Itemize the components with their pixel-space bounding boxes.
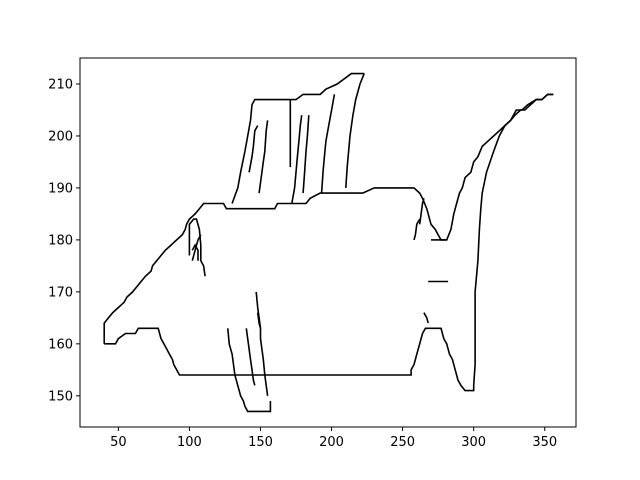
- series-line-19: [420, 198, 424, 224]
- series-line-16: [256, 292, 267, 396]
- series-line-9: [290, 74, 364, 100]
- y-tick-label-0: 150: [48, 389, 73, 404]
- series-line-15: [246, 328, 255, 385]
- series-layer: [104, 74, 553, 412]
- x-tick-label-6: 350: [532, 435, 557, 450]
- series-line-6: [249, 126, 258, 173]
- series-line-22: [424, 313, 428, 323]
- series-line-18: [414, 219, 420, 240]
- series-line-5: [232, 100, 290, 204]
- y-tick-label-5: 200: [48, 129, 73, 144]
- x-tick-label-1: 100: [177, 435, 202, 450]
- series-line-0: [104, 94, 553, 343]
- x-tick-label-2: 150: [248, 435, 273, 450]
- x-tick-label-0: 50: [110, 435, 127, 450]
- x-tick-label-5: 300: [461, 435, 486, 450]
- axes-layer: 50 100 150 200 250 300 350 150 160 170 180 190 200 21…: [48, 77, 557, 450]
- plot-frame: [80, 58, 576, 427]
- series-line-13: [346, 74, 364, 188]
- y-tick-label-3: 180: [48, 233, 73, 248]
- series-line-10: [292, 115, 302, 203]
- x-tick-label-4: 250: [390, 435, 415, 450]
- x-tick-label-3: 200: [319, 435, 344, 450]
- y-tick-label-2: 170: [48, 285, 73, 300]
- y-tick-label-6: 210: [48, 77, 73, 92]
- series-line-1: [104, 94, 553, 390]
- y-tick-label-1: 160: [48, 337, 73, 352]
- series-line-7: [259, 120, 268, 193]
- y-tick-label-4: 190: [48, 181, 73, 196]
- series-line-11: [303, 115, 309, 193]
- series-line-12: [322, 94, 335, 193]
